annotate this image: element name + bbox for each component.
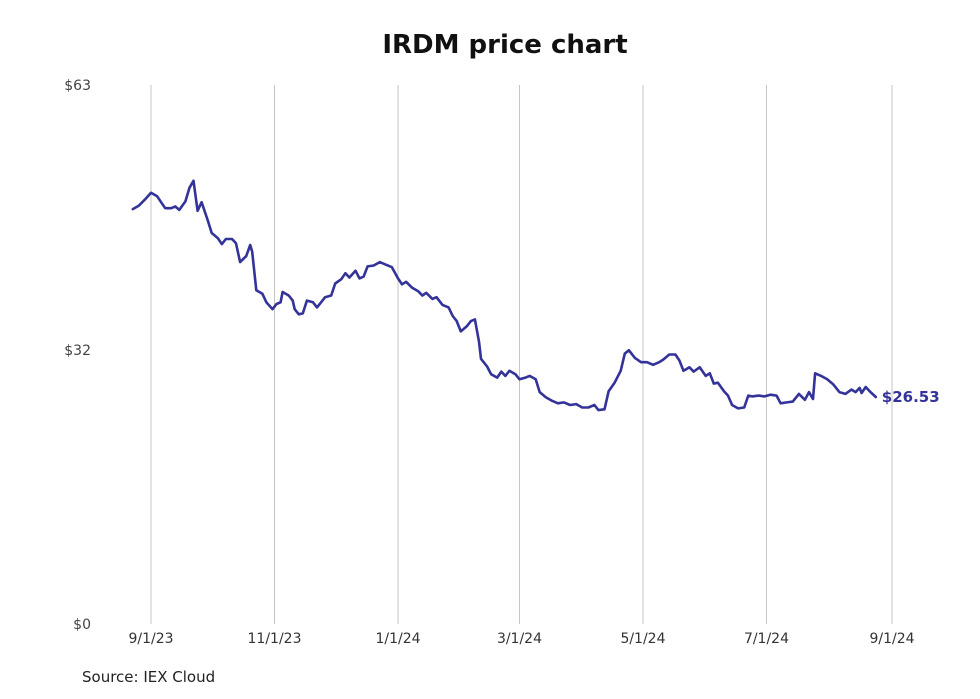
source-note: Source: IEX Cloud bbox=[82, 668, 216, 686]
chart-title: IRDM price chart bbox=[382, 30, 628, 60]
y-tick-label: $0 bbox=[73, 617, 91, 633]
y-axis-ticks: $0 $32 $63 bbox=[64, 78, 91, 633]
x-tick-label: 7/1/24 bbox=[744, 631, 789, 647]
x-tick-label: 1/1/24 bbox=[375, 631, 420, 647]
gridlines bbox=[150, 85, 893, 624]
series-line bbox=[131, 179, 878, 412]
y-tick-label: $63 bbox=[64, 78, 91, 94]
x-tick-label: 5/1/24 bbox=[620, 631, 665, 647]
x-tick-label: 9/1/24 bbox=[869, 631, 914, 647]
x-axis-ticks: 9/1/23 11/1/23 1/1/24 3/1/24 5/1/24 7/1/24 9/1… bbox=[128, 631, 914, 647]
x-tick-label: 11/1/23 bbox=[248, 631, 302, 647]
last-price-label: $26.53 bbox=[882, 388, 940, 406]
x-tick-label: 9/1/23 bbox=[128, 631, 173, 647]
y-tick-label: $32 bbox=[64, 343, 91, 359]
series-layer bbox=[131, 179, 878, 412]
end-label-layer: $26.53 bbox=[882, 388, 940, 406]
x-tick-label: 3/1/24 bbox=[497, 631, 542, 647]
